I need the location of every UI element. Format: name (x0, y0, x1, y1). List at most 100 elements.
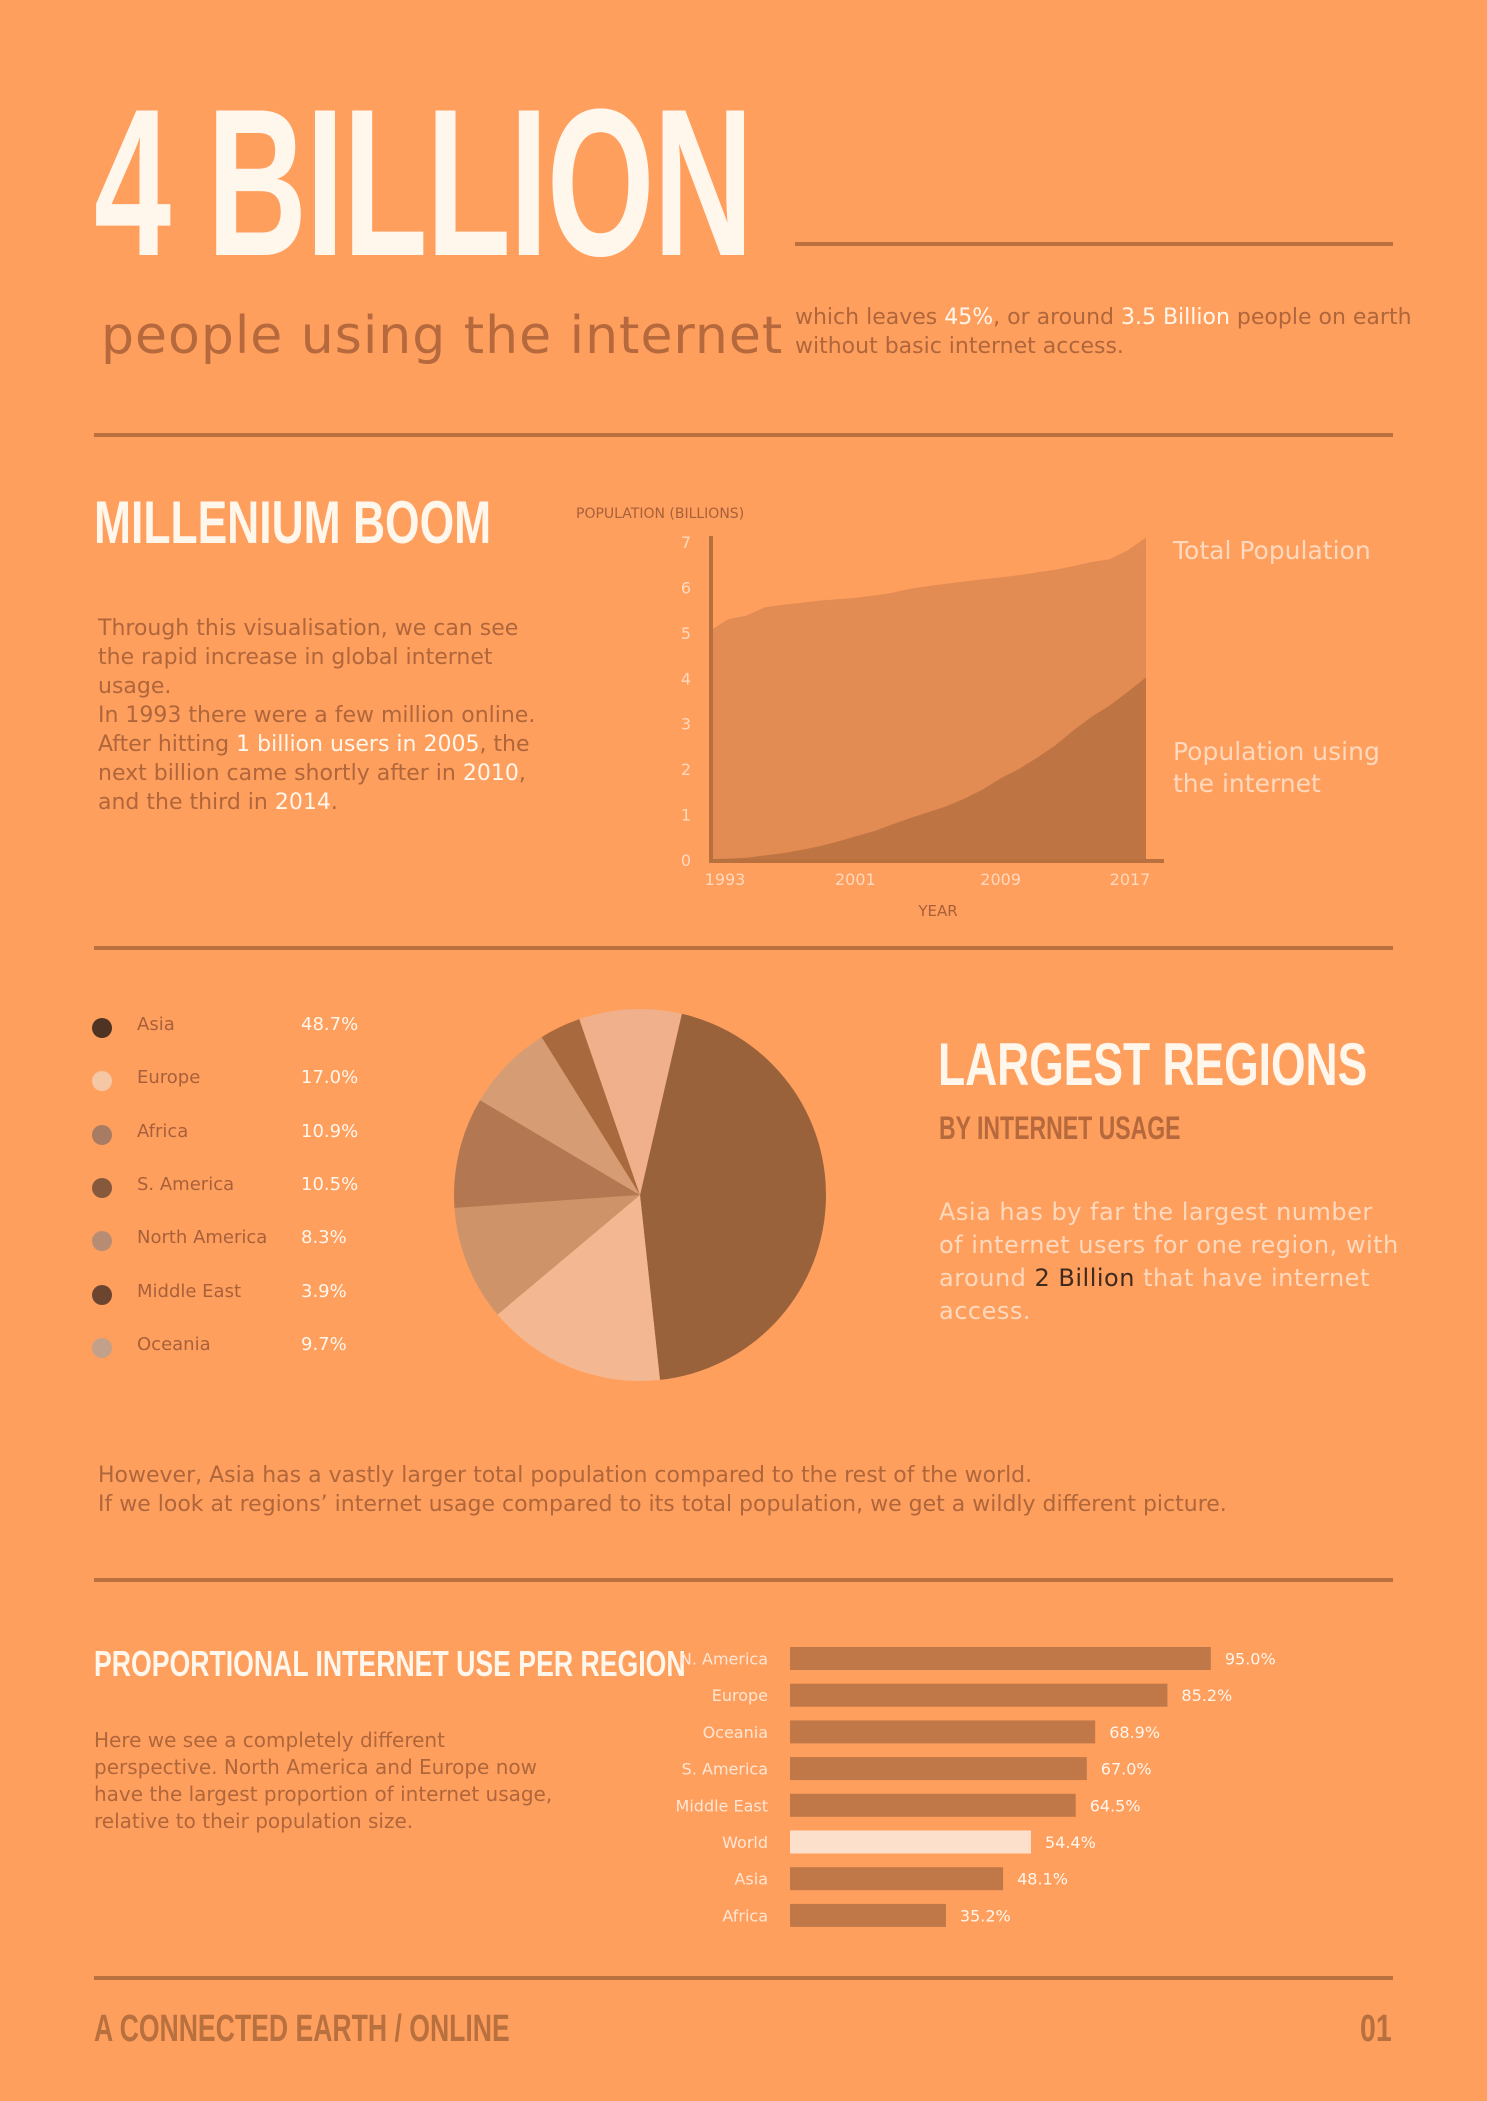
area-y-tick-label: 1 (681, 806, 691, 825)
legend-item: Africa 10.9% (92, 1119, 392, 1147)
bar-category-label: N. America (680, 1650, 768, 1669)
pie-slice-north-america (480, 1037, 640, 1195)
section-divider (94, 946, 1393, 950)
series-label-internet: Population using the internet (1173, 737, 1380, 798)
bar-europe (790, 1683, 1168, 1707)
pie-slice-europe (497, 1195, 660, 1382)
area-x-tick-label: 2001 (835, 870, 876, 889)
bar-n-america (790, 1647, 1211, 1670)
proportional-title: PROPORTIONAL INTERNET USE PER REGION (94, 1643, 686, 1684)
boom-title: MILLENIUM BOOM (94, 489, 492, 556)
bar-value-label: 67.0% (1101, 1760, 1152, 1779)
legend-label: Asia (137, 1014, 175, 1035)
boom-highlight-2005: 1 billion users in 2005 (236, 732, 480, 757)
regions-highlight: 2 Billion (1034, 1264, 1135, 1292)
boom-text-part: In 1993 there were a few million online.… (98, 703, 536, 757)
bar-value-label: 95.0% (1225, 1650, 1276, 1669)
population-area-chart: POPULATION (BILLIONS) 0 1 2 3 4 5 6 7 1993 2001 200… (576, 506, 1164, 920)
legend-label: North America (137, 1227, 268, 1249)
however-text: However, Asia has a vastly larger total … (98, 1461, 1418, 1519)
intro-text-part: which leaves (795, 305, 945, 330)
area-x-tick-label: 1993 (705, 870, 746, 889)
bar-world (790, 1830, 1031, 1854)
legend-label: Oceania (137, 1333, 211, 1355)
legend-value: 48.7% (301, 1014, 359, 1035)
legend-swatch (92, 1124, 112, 1145)
headline-subtitle: people using the internet (101, 306, 784, 366)
legend-value: 8.3% (301, 1227, 347, 1249)
legend-swatch (92, 1284, 112, 1305)
legend-item: North America 8.3% (92, 1225, 392, 1253)
legend-swatch (92, 1018, 112, 1038)
legend-item: Europe 17.0% (92, 1065, 392, 1093)
section-divider (94, 433, 1393, 437)
bar-africa (790, 1903, 946, 1927)
regions-subtitle: BY INTERNET USAGE (939, 1110, 1181, 1146)
legend-item: S. America 10.5% (92, 1172, 392, 1200)
section-divider (94, 1578, 1393, 1582)
bar-category-label: Europe (712, 1686, 768, 1705)
area-y-axis-label: POPULATION (BILLIONS) (576, 506, 744, 522)
boom-text-part: , and the third in (98, 761, 526, 815)
boom-text-part: . (330, 790, 338, 815)
legend-label: Middle East (137, 1280, 242, 1302)
pie-slice-oceania (579, 1009, 682, 1195)
boom-highlight-2014: 2014 (274, 790, 331, 815)
series-label-total: Total Population (1173, 536, 1371, 565)
bar-category-label: World (722, 1833, 768, 1852)
area-series-internet-population (710, 677, 1146, 860)
bar-value-label: 35.2% (960, 1906, 1011, 1925)
bar-oceania (790, 1720, 1096, 1744)
bar-value-label: 54.4% (1045, 1833, 1096, 1852)
however-line-2: If we look at regions’ internet usage co… (98, 1492, 1227, 1517)
bar-category-label: Africa (722, 1906, 768, 1925)
boom-text: Through this visualisation, we can see t… (98, 614, 558, 817)
boom-paragraph-2: In 1993 there were a few million online.… (98, 701, 558, 817)
legend-value: 10.5% (301, 1173, 359, 1195)
proportional-text: Here we see a completely different persp… (94, 1728, 553, 1833)
area-y-tick-label: 3 (681, 715, 691, 734)
intro-text-part: people on earth without basic internet a… (795, 305, 1412, 359)
headline-number: 4 BILLION (94, 65, 753, 300)
legend-item: Oceania 9.7% (92, 1332, 392, 1360)
regions-pie-chart (454, 1009, 826, 1382)
intro-text-part: , or around (993, 305, 1121, 330)
legend-item: Middle East 3.9% (92, 1279, 392, 1307)
bar-value-label: 48.1% (1017, 1870, 1068, 1889)
legend-value: 9.7% (301, 1333, 347, 1355)
intro-billion-highlight: 3.5 Billion (1120, 305, 1230, 330)
pie-slice-s-america (454, 1100, 640, 1208)
area-y-tick-label: 0 (681, 851, 691, 870)
regions-title: LARGEST REGIONS (938, 1031, 1368, 1098)
intro-pct-highlight: 45% (944, 305, 994, 330)
area-x-tick-label: 2009 (980, 870, 1021, 889)
however-line-1: However, Asia has a vastly larger total … (98, 1463, 1033, 1488)
page-number: 01 (1360, 2008, 1392, 2050)
bar-value-label: 64.5% (1090, 1796, 1141, 1815)
area-y-tick-label: 6 (681, 578, 691, 597)
regions-text: Asia has by far the largest number of in… (939, 1196, 1399, 1328)
bar-asia (790, 1867, 1004, 1891)
header-divider-short (795, 242, 1393, 246)
legend-value: 3.9% (301, 1280, 347, 1302)
footer-title: A CONNECTED EARTH / ONLINE (94, 2008, 510, 2050)
footer-divider (94, 1976, 1393, 1980)
legend-swatch (92, 1337, 112, 1358)
bar-middle-east (790, 1793, 1076, 1817)
area-x-tick-label: 2017 (1110, 870, 1151, 889)
bar-category-label: S. America (682, 1760, 768, 1779)
bar-category-label: Asia (734, 1870, 768, 1889)
bar-value-label: 68.9% (1109, 1723, 1160, 1742)
intro-text: which leaves 45%, or around 3.5 Billion … (795, 303, 1435, 361)
area-x-axis-label: YEAR (917, 902, 957, 920)
boom-highlight-2010: 2010 (462, 761, 519, 786)
legend-value: 10.9% (301, 1120, 359, 1142)
bar-value-label: 85.2% (1181, 1686, 1232, 1705)
boom-paragraph-1: Through this visualisation, we can see t… (98, 616, 519, 699)
pie-slice-africa (454, 1195, 640, 1315)
regions-text-part: Asia has by far the largest number of in… (939, 1198, 1399, 1292)
boom-text-part: , the next billion came shortly after in (98, 732, 530, 786)
area-y-tick-label: 5 (681, 624, 691, 643)
area-y-tick-label: 2 (681, 760, 691, 779)
legend-value: 17.0% (301, 1067, 359, 1089)
